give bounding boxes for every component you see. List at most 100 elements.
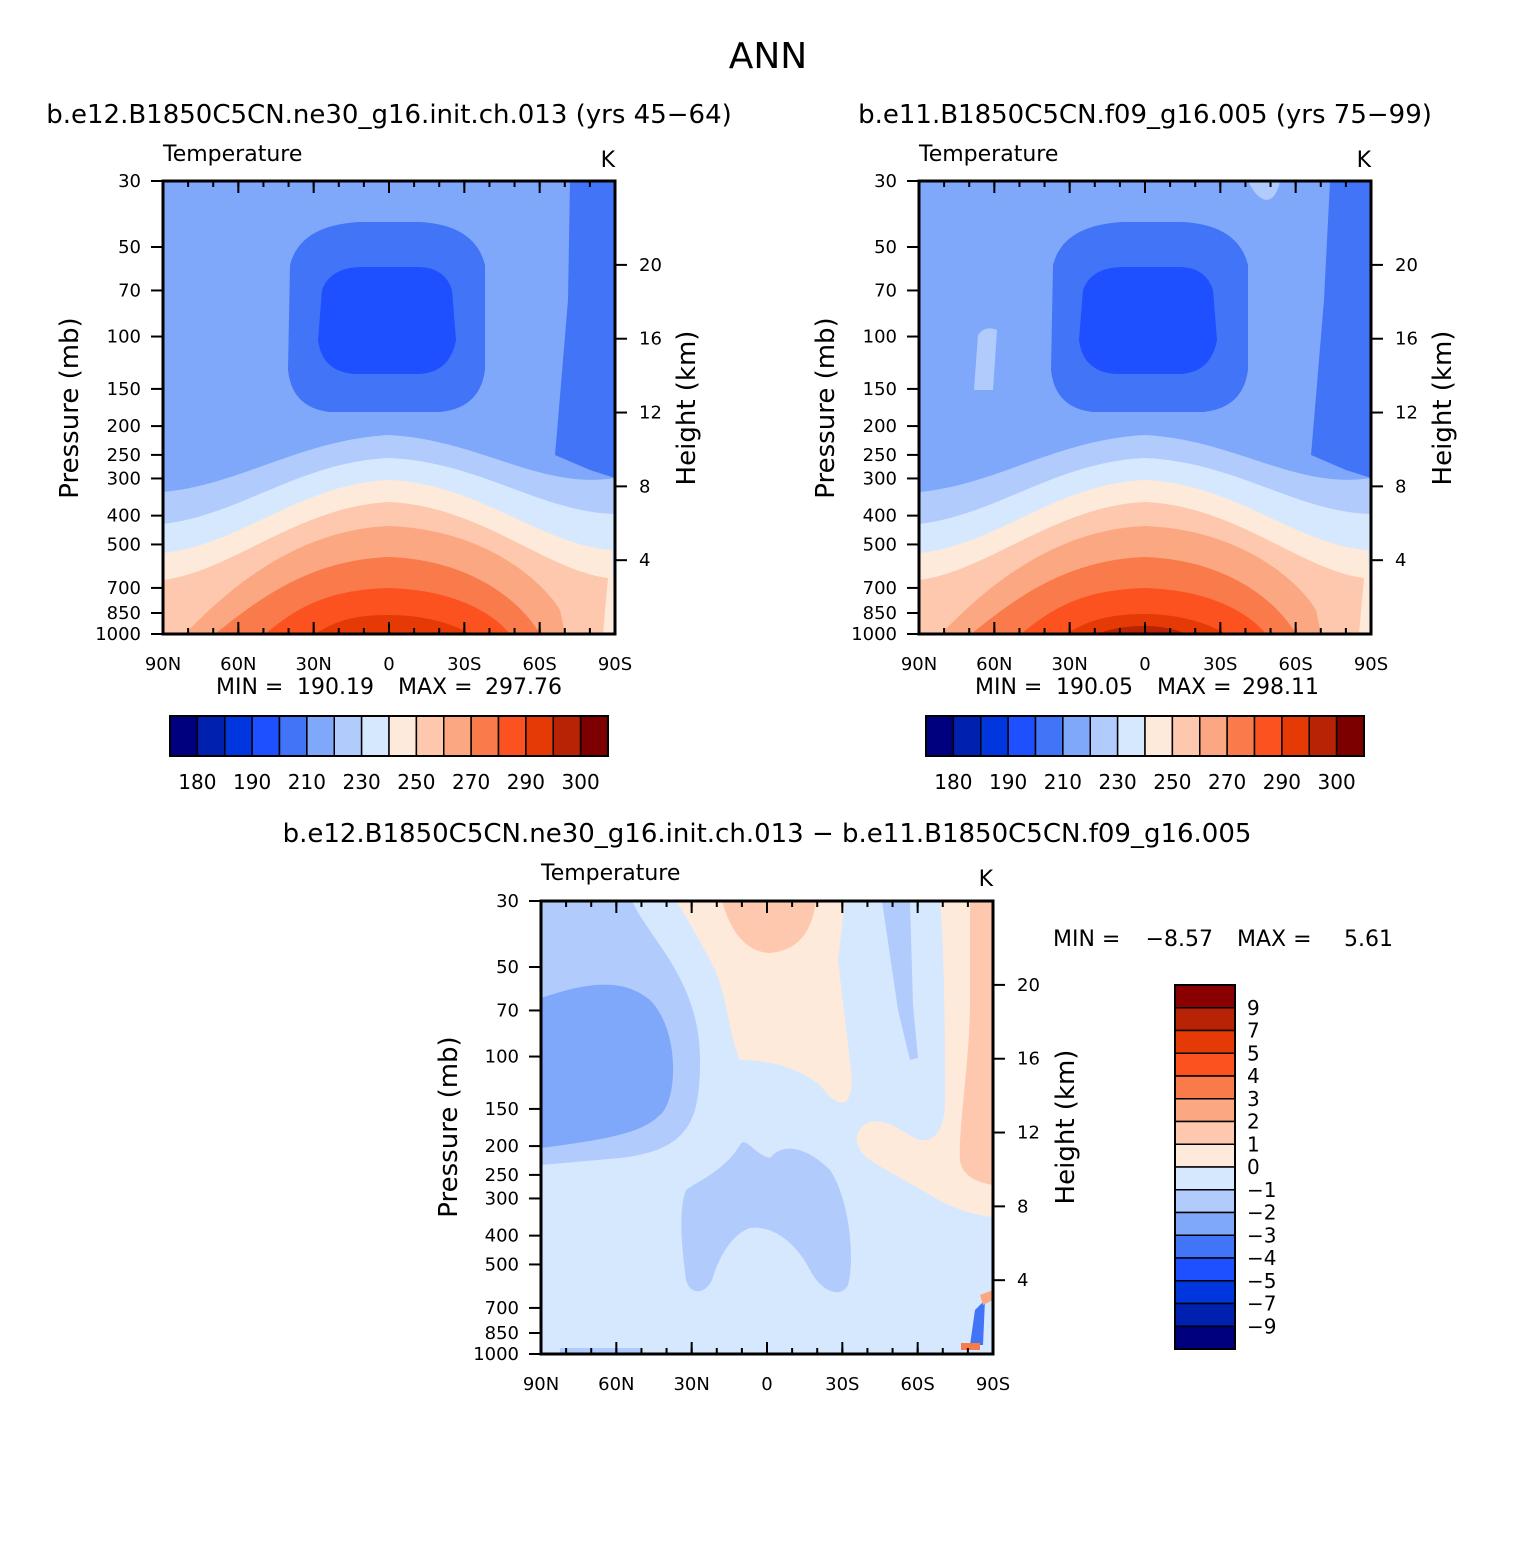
colorbar-label: 270 bbox=[1208, 770, 1246, 794]
panel-3: b.e12.B1850C5CN.ne30_g16.init.ch.013 − b… bbox=[283, 819, 1393, 1395]
panel-2-variable-label: Temperature bbox=[918, 142, 1058, 167]
panel-3-title: b.e12.B1850C5CN.ne30_g16.init.ch.013 − b… bbox=[283, 819, 1252, 849]
colorbar-label: 5 bbox=[1247, 1041, 1260, 1065]
y-tick-label: 300 bbox=[107, 468, 141, 489]
y-tick-label: 1000 bbox=[95, 624, 141, 645]
panel-1-axes: 90N 60N 30N 0 30S 60S 90S 30 50 70 100 150 200 250300… bbox=[95, 171, 662, 675]
colorbar-swatch bbox=[333, 715, 363, 757]
colorbar-label: 300 bbox=[1318, 770, 1356, 794]
colorbar-frame bbox=[1174, 984, 1236, 1350]
panel-2-min-value: 190.05 bbox=[1056, 675, 1133, 700]
panel-1-max-label: MAX = bbox=[398, 675, 473, 700]
colorbar-swatch bbox=[1174, 1211, 1236, 1236]
x-tick-label: 90N bbox=[145, 654, 181, 675]
panel-2-colorbar: 180 190 210 230 250 270 290 300 bbox=[925, 715, 1365, 794]
x-tick-label: 0 bbox=[761, 1374, 772, 1395]
panel-3-min-value: −8.57 bbox=[1146, 927, 1213, 952]
y-tick-label: 250 bbox=[485, 1165, 519, 1186]
colorbar-swatch bbox=[525, 715, 554, 757]
colorbar-label: −5 bbox=[1247, 1269, 1276, 1293]
panel-1: b.e12.B1850C5CN.ne30_g16.init.ch.013 (yr… bbox=[46, 100, 732, 794]
colorbar-label: −3 bbox=[1247, 1223, 1276, 1247]
y2-tick-label: 4 bbox=[1395, 550, 1406, 571]
colorbar-frame bbox=[169, 715, 609, 757]
panel-2-min-label: MIN = bbox=[975, 675, 1042, 700]
panel-3-y-axis-label: Pressure (mb) bbox=[434, 1036, 464, 1217]
panel-3-units-label: K bbox=[979, 867, 994, 892]
y-tick-label: 850 bbox=[863, 603, 897, 624]
y-tick-label: 100 bbox=[107, 327, 141, 348]
colorbar-label: 300 bbox=[562, 770, 600, 794]
x-tick-label: 30N bbox=[295, 654, 331, 675]
panel-1-y-axis-label: Pressure (mb) bbox=[55, 317, 85, 498]
colorbar-swatch bbox=[1174, 1302, 1236, 1327]
colorbar-swatch bbox=[1308, 715, 1338, 757]
colorbar-label: 250 bbox=[1153, 770, 1191, 794]
panel-1-title: b.e12.B1850C5CN.ne30_g16.init.ch.013 (yr… bbox=[46, 100, 732, 130]
panel-3-max-label: MAX = bbox=[1237, 927, 1312, 952]
x-tick-label: 30S bbox=[1203, 654, 1237, 675]
y-tick-label: 150 bbox=[107, 379, 141, 400]
panel-3-contour-field bbox=[541, 901, 993, 1354]
y-tick-label: 400 bbox=[485, 1226, 519, 1247]
y-tick-label: 250 bbox=[863, 445, 897, 466]
colorbar-swatch bbox=[196, 715, 226, 757]
colorbar-label: 190 bbox=[989, 770, 1027, 794]
colorbar-swatch bbox=[980, 715, 1009, 757]
colorbar-label: 9 bbox=[1247, 996, 1260, 1020]
panel-1-colorbar: 180 190 210 230 250 270 290 300 bbox=[169, 715, 609, 794]
y-tick-label: 300 bbox=[863, 468, 897, 489]
colorbar-label: 180 bbox=[178, 770, 216, 794]
x-tick-label: 60N bbox=[598, 1374, 634, 1395]
y-tick-label: 50 bbox=[874, 237, 897, 258]
panel-3-y2-axis-label: Height (km) bbox=[1051, 1050, 1081, 1205]
colorbar-label: 290 bbox=[1263, 770, 1301, 794]
y2-tick-label: 8 bbox=[639, 476, 650, 497]
colorbar-swatch bbox=[470, 715, 500, 757]
y-tick-label: 400 bbox=[107, 506, 141, 527]
y-tick-label: 50 bbox=[496, 957, 519, 978]
colorbar-swatch bbox=[1034, 715, 1064, 757]
panel-1-max-value: 297.76 bbox=[485, 675, 562, 700]
colorbar-swatch bbox=[360, 715, 390, 757]
x-tick-label: 30N bbox=[1051, 654, 1087, 675]
colorbar-label: 180 bbox=[934, 770, 972, 794]
panel-3-variable-label: Temperature bbox=[540, 861, 680, 886]
x-tick-label: 90N bbox=[523, 1374, 559, 1395]
y-tick-label: 700 bbox=[863, 578, 897, 599]
y-tick-label: 70 bbox=[496, 1000, 519, 1021]
colorbar-label: −1 bbox=[1247, 1178, 1276, 1202]
y-tick-label: 200 bbox=[485, 1136, 519, 1157]
colorbar-frame bbox=[925, 715, 1365, 757]
y-tick-label: 850 bbox=[107, 603, 141, 624]
y-tick-label: 1000 bbox=[473, 1344, 519, 1365]
colorbar-label: 4 bbox=[1247, 1064, 1260, 1088]
y-tick-label: 200 bbox=[107, 416, 141, 437]
panel-1-y2-axis-label: Height (km) bbox=[672, 331, 702, 486]
x-tick-label: 30N bbox=[673, 1374, 709, 1395]
colorbar-label: 250 bbox=[397, 770, 435, 794]
x-tick-label: 0 bbox=[383, 654, 394, 675]
y-tick-label: 70 bbox=[118, 280, 141, 301]
colorbar-swatch bbox=[1199, 715, 1228, 757]
panel-2-axes: 90N 60N 30N 0 30S 60S 90S 30 50 70 100 150 200 250300… bbox=[851, 171, 1418, 675]
y2-tick-label: 20 bbox=[1395, 255, 1418, 276]
colorbar-swatch bbox=[1062, 715, 1091, 757]
colorbar-swatch bbox=[1007, 715, 1037, 757]
colorbar-swatch bbox=[443, 715, 472, 757]
colorbar-swatch bbox=[1174, 1120, 1236, 1145]
y2-tick-label: 8 bbox=[1395, 476, 1406, 497]
y-tick-label: 850 bbox=[485, 1323, 519, 1344]
x-tick-label: 60N bbox=[976, 654, 1012, 675]
colorbar-label: −9 bbox=[1247, 1314, 1276, 1338]
panel-2-title: b.e11.B1850C5CN.f09_g16.005 (yrs 75−99) bbox=[858, 100, 1432, 130]
colorbar-swatch bbox=[388, 715, 418, 757]
x-tick-label: 90N bbox=[901, 654, 937, 675]
colorbar-label: −7 bbox=[1247, 1292, 1276, 1316]
colorbar-swatch bbox=[952, 715, 982, 757]
panel-2-max-value: 298.11 bbox=[1242, 675, 1319, 700]
colorbar-swatch bbox=[1174, 984, 1236, 1009]
